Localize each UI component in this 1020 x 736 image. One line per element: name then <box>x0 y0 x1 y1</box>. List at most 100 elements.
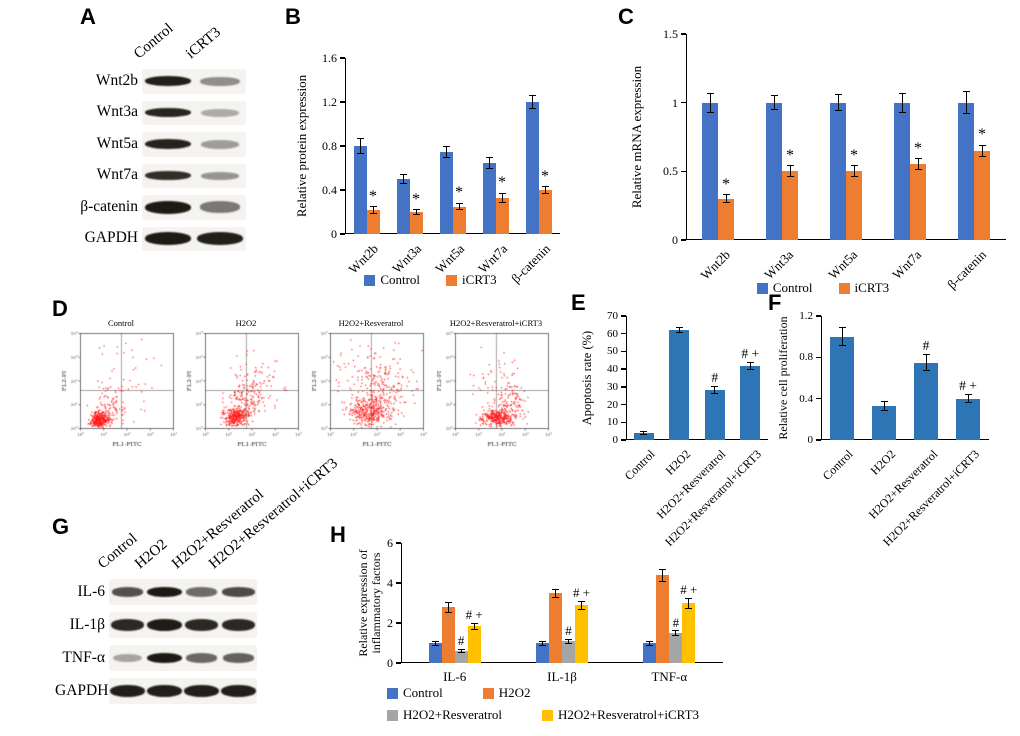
error-bar-cap <box>528 108 536 110</box>
flow-plot: H2O2+Resveratrol <box>310 318 432 454</box>
error-bar-cap <box>672 630 680 632</box>
y-tick-label: 70 <box>607 310 618 322</box>
error-bar-cap <box>539 644 546 646</box>
panel-g-letter: G <box>52 514 70 539</box>
bar-series-h2o2 <box>872 405 896 440</box>
significance-marker: * <box>455 184 463 202</box>
y-tick-mark <box>340 101 345 103</box>
legend-swatch <box>482 687 494 699</box>
error-bar-cap <box>552 588 559 590</box>
significance-marker: * <box>498 174 506 192</box>
bar-series-h2o2-resveratrol-icrt3 <box>740 365 761 440</box>
legend-label: H2O2 <box>498 685 531 700</box>
error-bar-cap <box>770 95 778 97</box>
y-tick-mark <box>621 332 626 335</box>
protein-label: GAPDH <box>55 681 109 699</box>
legend: Control iCRT3 <box>628 280 1018 296</box>
protein-band <box>200 76 240 86</box>
error-bar-cap <box>964 402 972 404</box>
blot-strip <box>142 163 246 188</box>
error-bar <box>542 641 543 645</box>
error-bar <box>853 165 855 177</box>
panel-b-letter: B <box>285 4 301 29</box>
error-bar-cap <box>541 192 549 194</box>
legend-label: H2O2+Resveratrol <box>403 707 503 722</box>
panel-h-inflammatory-chart: Relative expression of inflammatory fact… <box>345 533 737 733</box>
blot-strip <box>109 645 257 671</box>
protein-band <box>200 171 240 180</box>
error-bar-cap <box>431 644 439 646</box>
protein-band <box>221 684 256 698</box>
y-tick-label: 0 <box>612 434 619 446</box>
panel-g-western-blot: Control H2O2 H2O2+Resveratrol H2O2+Resverat… <box>55 455 355 731</box>
error-bar <box>714 386 716 394</box>
legend-item: H2O2+Resveratrol <box>387 707 502 723</box>
bar-h2o2-resveratrol-icrt3-tnf <box>682 603 696 663</box>
y-tick-mark <box>621 315 626 317</box>
bar-icrt3-wnt2b <box>366 209 380 234</box>
error-bar-cap <box>578 600 585 602</box>
x-category-label: IL-6 <box>443 669 467 684</box>
y-tick-label: 40 <box>607 363 618 376</box>
error-bar-cap <box>675 332 683 334</box>
error-bar-cap <box>356 153 364 155</box>
error-bar <box>359 138 361 154</box>
bar-control-wnt3a <box>396 179 410 234</box>
protein-label: β-catenin <box>80 197 138 215</box>
error-bar <box>643 431 645 435</box>
bar-series-h2o2 <box>669 330 690 440</box>
y-tick-mark <box>340 57 345 59</box>
blot-strip <box>109 678 257 704</box>
error-bar-cap <box>978 144 986 146</box>
error-bar-cap <box>498 201 506 203</box>
bar-control-il-6 <box>428 643 442 663</box>
bar-control-wnt3a <box>766 102 782 240</box>
error-bar-cap <box>444 611 452 613</box>
y-tick-mark <box>396 582 401 584</box>
y-tick-label: 30 <box>607 380 618 393</box>
error-bar-cap <box>356 137 364 139</box>
y-tick-label: 0 <box>331 227 337 241</box>
bar-control-il-1 <box>536 643 549 663</box>
significance-marker: # + <box>959 378 977 394</box>
bar-control-wnt7a <box>482 162 496 234</box>
error-bar <box>544 186 546 194</box>
legend: Control H2O2 <box>387 685 531 701</box>
bar-icrt3-wnt5a <box>846 171 862 240</box>
y-tick-mark <box>340 145 345 147</box>
protein-band <box>145 108 191 118</box>
error-bar-cap <box>914 158 922 160</box>
legend-item: H2O2+Resveratrol+iCRT3 <box>542 707 699 723</box>
error-bar-cap <box>659 568 667 570</box>
bar-h2o2-resveratrol-icrt3-il-1 <box>575 605 588 663</box>
error-bar-cap <box>850 176 858 178</box>
error-bar <box>415 209 417 215</box>
bar-series-h2o2-resveratrol-icrt3 <box>956 398 980 440</box>
error-bar <box>678 327 680 333</box>
error-bar <box>709 93 711 113</box>
legend-swatch <box>542 709 554 721</box>
y-tick-label: 1.2 <box>322 95 337 109</box>
error-bar <box>460 649 462 653</box>
error-bar <box>531 95 533 109</box>
protein-band <box>145 139 191 150</box>
error-bar-cap <box>978 155 986 157</box>
error-bar-cap <box>412 213 420 215</box>
protein-band <box>145 171 191 181</box>
x-category-label: Wnt3a <box>761 247 797 283</box>
protein-label: IL-1β <box>69 615 105 633</box>
bar-h2o2-il-6 <box>441 607 455 663</box>
error-bar-cap <box>770 109 778 111</box>
significance-marker: * <box>786 146 794 164</box>
legend: H2O2+Resveratrol H2O2+Resveratrol+iCRT3 <box>387 707 699 723</box>
y-tick-label: 2 <box>387 616 393 630</box>
error-bar-cap <box>706 92 714 94</box>
error-bar-cap <box>685 607 693 609</box>
error-bar <box>555 589 556 597</box>
error-bar-cap <box>565 642 572 644</box>
legend-swatch <box>387 709 398 721</box>
y-tick-mark <box>621 386 626 388</box>
y-axis-label: Relative cell proliferation <box>776 316 790 440</box>
bar-icrt3-wnt5a <box>452 206 466 234</box>
y-tick-label: 0.8 <box>799 351 813 364</box>
